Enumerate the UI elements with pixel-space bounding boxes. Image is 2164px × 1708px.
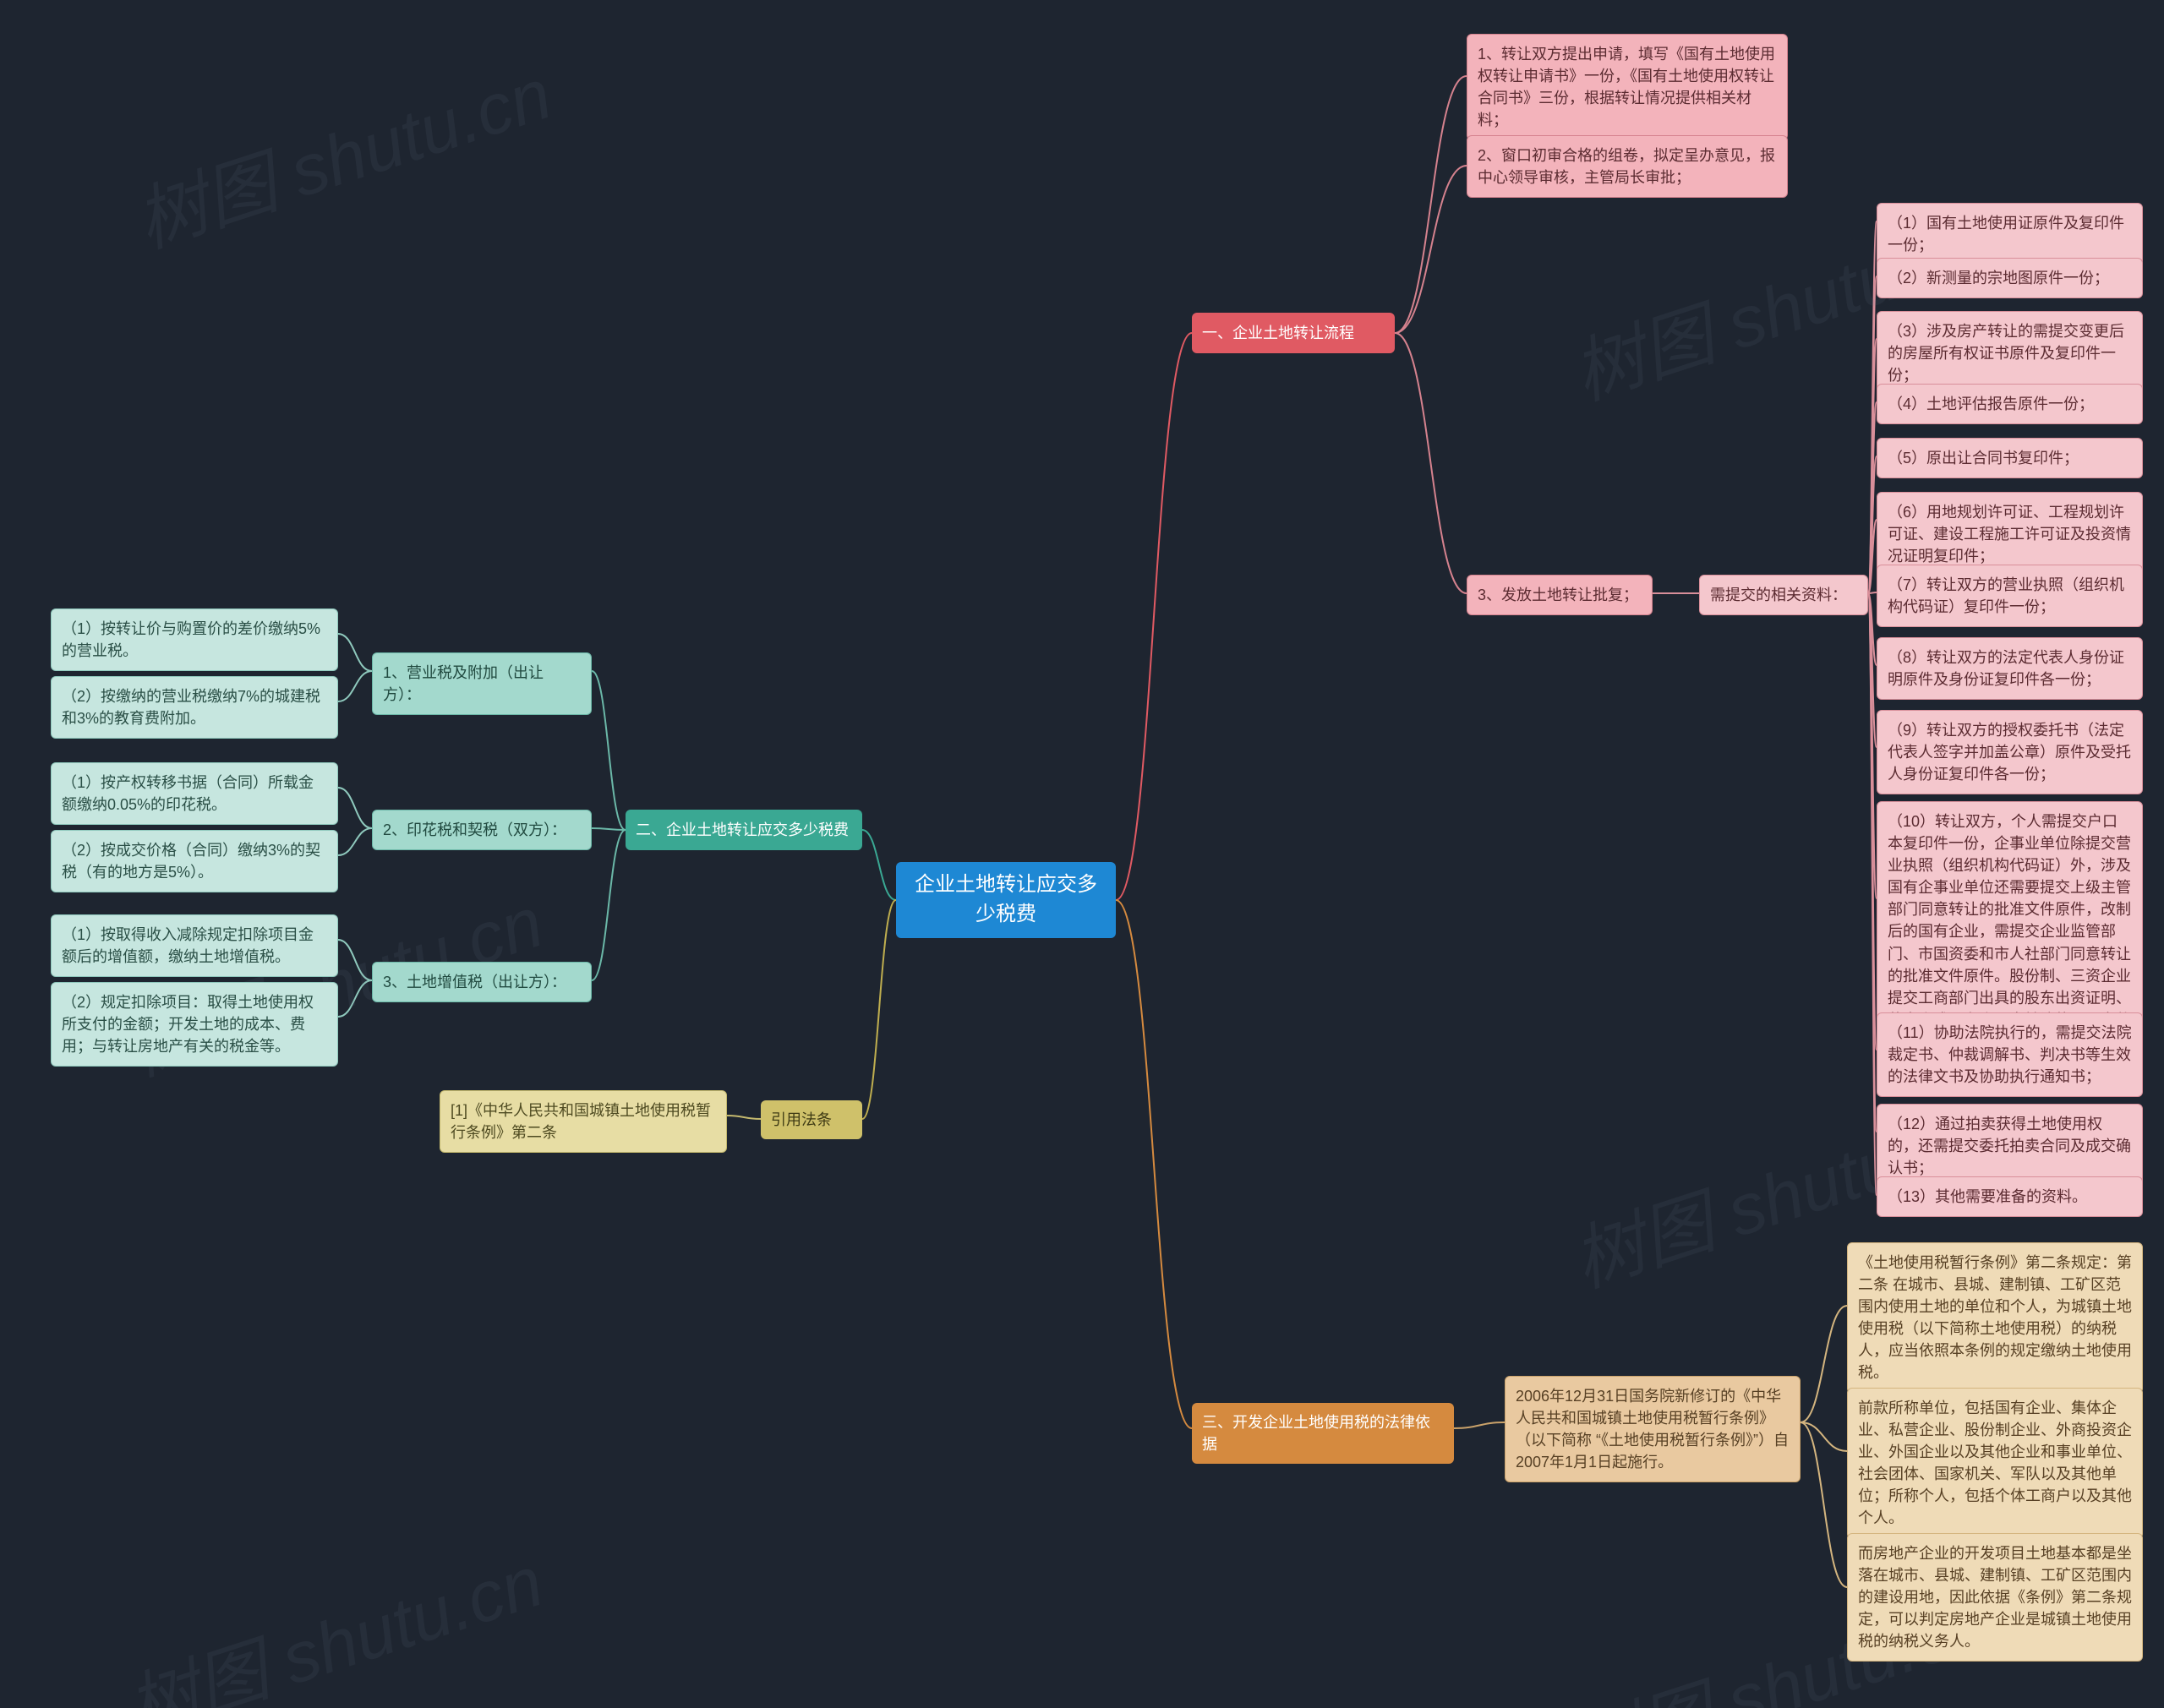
connector [1868, 593, 1877, 1132]
connector [1454, 1422, 1505, 1428]
connector [1868, 456, 1877, 593]
node-s2_1a[interactable]: （1）按转让价与购置价的差价缴纳5%的营业税。 [51, 608, 338, 671]
node-s2_3a[interactable]: （1）按取得收入减除规定扣除项目金额后的增值额，缴纳土地增值税。 [51, 914, 338, 977]
connector [1801, 1422, 1847, 1451]
connector [1116, 900, 1192, 1428]
connector [1868, 593, 1877, 665]
connector [862, 830, 896, 900]
node-s3_1c[interactable]: 而房地产企业的开发项目土地基本都是坐落在城市、县城、建制镇、工矿区范围内的建设用… [1847, 1533, 2143, 1662]
connector [862, 900, 896, 1119]
node-s2_2b[interactable]: （2）按成交价格（合同）缴纳3%的契税（有的地方是5%）。 [51, 830, 338, 892]
connector [1395, 166, 1467, 333]
connector [1868, 276, 1877, 593]
connector [592, 828, 626, 830]
node-d13[interactable]: （13）其他需要准备的资料。 [1877, 1176, 2143, 1217]
connector [338, 980, 372, 1017]
node-s2_1b[interactable]: （2）按缴纳的营业税缴纳7%的城建税和3%的教育费附加。 [51, 676, 338, 739]
node-s2_3b[interactable]: （2）规定扣除项目：取得土地使用权所支付的金额；开发土地的成本、费用；与转让房地… [51, 982, 338, 1067]
connector [338, 828, 372, 855]
connector [1868, 593, 1877, 1050]
node-d7[interactable]: （7）转让双方的营业执照（组织机构代码证）复印件一份； [1877, 565, 2143, 627]
connector [1801, 1422, 1847, 1587]
connector [1868, 593, 1877, 1195]
connector [1868, 592, 1877, 593]
node-s1_3[interactable]: 3、发放土地转让批复； [1467, 575, 1653, 615]
connector [338, 940, 372, 980]
node-d9[interactable]: （9）转让双方的授权委托书（法定代表人签字并加盖公章）原件及受托人身份证复印件各… [1877, 710, 2143, 794]
node-s1_2[interactable]: 2、窗口初审合格的组卷，拟定呈办意见，报中心领导审核，主管局长审批； [1467, 135, 1788, 198]
connector [1868, 339, 1877, 593]
node-s3_1b[interactable]: 前款所称单位，包括国有企业、集体企业、私营企业、股份制企业、外商投资企业、外国企… [1847, 1388, 2143, 1539]
node-d1[interactable]: （1）国有土地使用证原件及复印件一份； [1877, 203, 2143, 265]
connector [1868, 221, 1877, 593]
connector [1868, 520, 1877, 593]
node-s2_2[interactable]: 2、印花税和契税（双方）： [372, 810, 592, 850]
mindmap-canvas: { "canvas": { "width": 2560, "height": 2… [0, 0, 2164, 1708]
node-s2_2a[interactable]: （1）按产权转移书据（合同）所载金额缴纳0.05%的印花税。 [51, 762, 338, 825]
node-s2_3[interactable]: 3、土地增值税（出让方）： [372, 962, 592, 1002]
node-s_ref_1[interactable]: [1]《中华人民共和国城镇土地使用税暂行条例》第二条 [440, 1090, 727, 1153]
node-s_ref[interactable]: 引用法条 [761, 1100, 862, 1139]
connector [727, 1116, 761, 1119]
node-s3_1a[interactable]: 《土地使用税暂行条例》第二条规定：第二条 在城市、县城、建制镇、工矿区范围内使用… [1847, 1242, 2143, 1394]
node-s1_1[interactable]: 1、转让双方提出申请，填写《国有土地使用权转让申请书》一份，《国有土地使用权转让… [1467, 34, 1788, 140]
node-s2[interactable]: 二、企业土地转让应交多少税费 [626, 810, 862, 850]
node-d11[interactable]: （11）协助法院执行的，需提交法院裁定书、仲裁调解书、判决书等生效的法律文书及协… [1877, 1012, 2143, 1097]
node-s3[interactable]: 三、开发企业土地使用税的法律依据 [1192, 1403, 1454, 1464]
connector [338, 788, 372, 828]
node-s1[interactable]: 一、企业土地转让流程 [1192, 313, 1395, 353]
node-s3_1[interactable]: 2006年12月31日国务院新修订的《中华人民共和国城镇土地使用税暂行条例》（以… [1505, 1376, 1801, 1482]
node-d8[interactable]: （8）转让双方的法定代表人身份证明原件及身份证复印件各一份； [1877, 637, 2143, 700]
connector [1868, 593, 1877, 898]
watermark: 树图 shutu.cn [113, 1525, 554, 1708]
node-d2[interactable]: （2）新测量的宗地图原件一份； [1877, 258, 2143, 298]
connector [592, 671, 626, 830]
watermark: 树图 shutu.cn [122, 37, 562, 267]
node-s2_1[interactable]: 1、营业税及附加（出让方）： [372, 652, 592, 715]
connector [338, 634, 372, 671]
connector [1116, 333, 1192, 900]
node-root[interactable]: 企业土地转让应交多少税费 [896, 862, 1116, 938]
node-s1_3_label[interactable]: 需提交的相关资料： [1699, 575, 1868, 615]
node-d5[interactable]: （5）原出让合同书复印件； [1877, 438, 2143, 478]
connector [592, 830, 626, 980]
connector [1801, 1306, 1847, 1422]
connector [338, 671, 372, 701]
node-d4[interactable]: （4）土地评估报告原件一份； [1877, 384, 2143, 424]
connector [1395, 76, 1467, 333]
connector [1868, 402, 1877, 593]
connector [1868, 593, 1877, 747]
connector [1395, 333, 1467, 593]
